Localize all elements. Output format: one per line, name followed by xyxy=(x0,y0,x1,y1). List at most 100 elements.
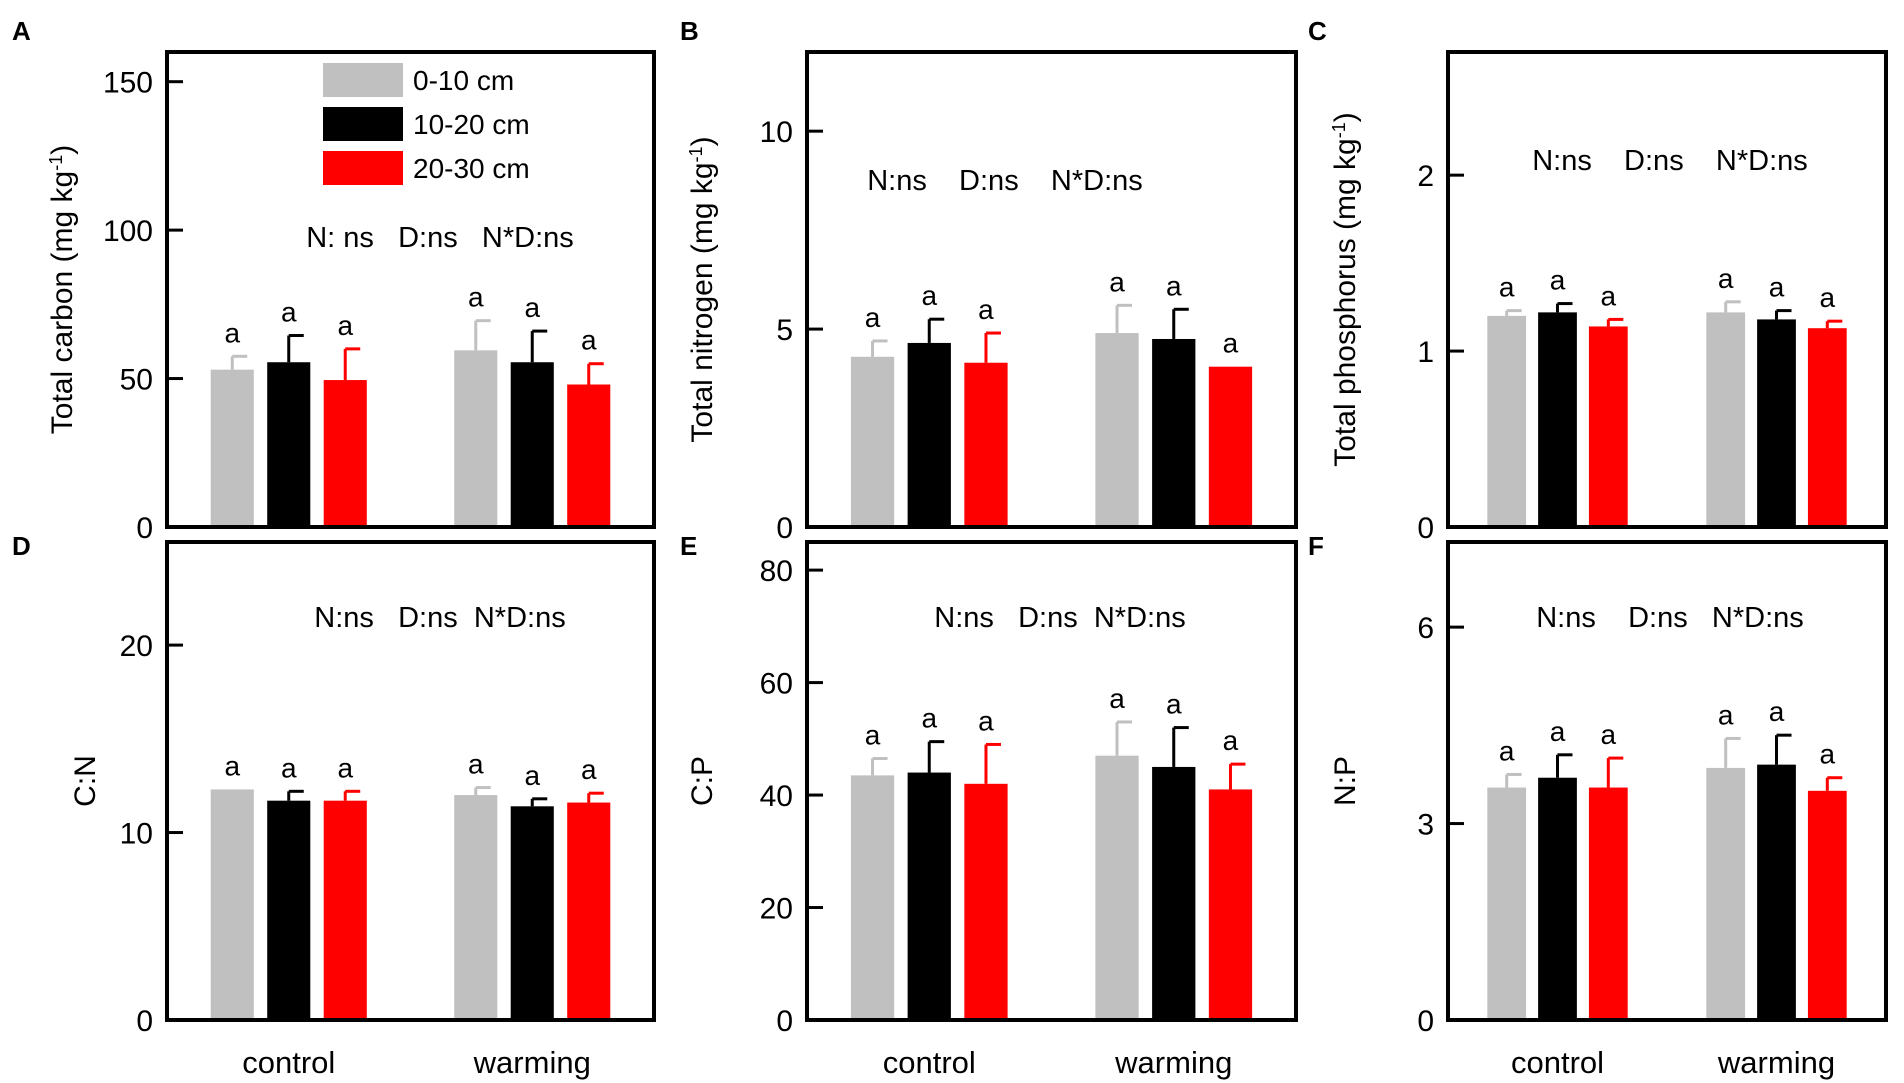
bar-warming-20-30cm xyxy=(1208,366,1253,527)
significance-letter: a xyxy=(1820,739,1836,770)
significance-letter: a xyxy=(224,317,240,348)
panel-letter-a: A xyxy=(12,16,31,46)
x-category-label-warming: warming xyxy=(1717,1045,1835,1080)
plot-frame xyxy=(1446,540,1888,1022)
y-tick-label: 60 xyxy=(760,668,793,701)
y-axis-label-suffix: ) xyxy=(1329,112,1362,122)
significance-letter: a xyxy=(581,754,597,785)
significance-letter: a xyxy=(337,310,353,341)
bar-warming-20-30cm xyxy=(1807,790,1847,1020)
bar-control-20-30cm xyxy=(323,800,367,1020)
significance-letter: a xyxy=(1223,328,1239,359)
significance-letter: a xyxy=(1109,683,1125,714)
plot-frame xyxy=(165,540,656,1022)
panel-letter-c: C xyxy=(1308,16,1327,46)
bar-warming-0-10cm xyxy=(1706,767,1746,1020)
bar-control-20-30cm xyxy=(964,783,1008,1020)
x-category-label-warming: warming xyxy=(1114,1045,1232,1080)
panel-letter-e: E xyxy=(680,531,697,561)
legend-label: 0-10 cm xyxy=(413,65,514,96)
y-axis-label-superscript: -1 xyxy=(46,155,66,171)
bar-control-10-20cm xyxy=(907,772,951,1020)
panel-letter-f: F xyxy=(1308,531,1324,561)
legend-swatch xyxy=(323,151,403,185)
significance-letter: a xyxy=(281,297,297,328)
significance-letter: a xyxy=(224,750,240,781)
bar-control-0-10cm xyxy=(850,356,895,527)
bar-warming-10-20cm xyxy=(1757,764,1796,1020)
y-tick-label: 20 xyxy=(760,893,793,926)
significance-letter: a xyxy=(1601,719,1617,750)
panel-f: F 0 3 6 N:P a a a control a a a warming N:ns D:ns N*D… xyxy=(1308,531,1888,1080)
significance-letter: a xyxy=(524,760,540,791)
significance-letter: a xyxy=(1499,735,1515,766)
bar-control-10-20cm xyxy=(907,342,951,527)
y-axis-label-suffix: ) xyxy=(686,136,719,146)
y-tick-label: 3 xyxy=(1417,809,1434,842)
bar-warming-0-10cm xyxy=(1706,312,1746,527)
plot-frame xyxy=(165,50,656,529)
bar-warming-0-10cm xyxy=(1095,333,1139,527)
bar-warming-10-20cm xyxy=(1757,319,1796,527)
bar-warming-0-10cm xyxy=(1095,755,1139,1020)
bar-control-10-20cm xyxy=(1538,312,1577,527)
y-tick-label: 2 xyxy=(1417,160,1434,193)
x-category-label-control: control xyxy=(1511,1045,1604,1080)
significance-letter: a xyxy=(1769,272,1785,303)
y-tick-label: 100 xyxy=(103,215,153,248)
y-tick-label: 0 xyxy=(776,512,793,545)
y-tick-label: 80 xyxy=(760,555,793,588)
significance-letter: a xyxy=(1166,270,1182,301)
y-axis-label-d: C:N xyxy=(69,755,102,807)
significance-letter: a xyxy=(1223,725,1239,756)
y-tick-label: 10 xyxy=(760,116,793,149)
significance-letter: a xyxy=(865,720,881,751)
bar-control-10-20cm xyxy=(1538,777,1577,1020)
x-category-label-control: control xyxy=(883,1045,976,1080)
significance-letter: a xyxy=(921,280,937,311)
significance-letter: a xyxy=(337,752,353,783)
stats-label: N:ns D:ns N*D:ns xyxy=(1536,602,1804,634)
significance-letter: a xyxy=(978,294,994,325)
y-axis-label-b: Total nitrogen (mg kg-1) xyxy=(686,136,719,442)
significance-letter: a xyxy=(1550,716,1566,747)
bar-control-20-30cm xyxy=(964,362,1008,527)
significance-letter: a xyxy=(468,749,484,780)
y-tick-label: 40 xyxy=(760,780,793,813)
panel-a: A 0 50 100 150 Total carbon (mg kg-1) a a a a a a N:… xyxy=(12,16,656,545)
bar-warming-10-20cm xyxy=(510,806,554,1020)
bar-control-20-30cm xyxy=(1588,326,1628,527)
legend: 0-10 cm 10-20 cm 20-30 cm xyxy=(323,63,530,185)
stats-label: N: ns D:ns N*D:ns xyxy=(306,222,574,254)
y-axis-label-c: Total phosphorus (mg kg-1) xyxy=(1329,112,1362,467)
bar-control-10-20cm xyxy=(267,800,311,1020)
y-tick-label: 150 xyxy=(103,67,153,100)
plot-frame xyxy=(1446,50,1888,529)
significance-letter: a xyxy=(468,282,484,313)
panel-d: D 0 10 20 C:N a a a control a a a warming N:ns D:ns N… xyxy=(12,531,656,1080)
y-tick-label: 20 xyxy=(120,630,153,663)
plot-frame xyxy=(805,540,1298,1022)
significance-letter: a xyxy=(1718,263,1734,294)
y-tick-label: 0 xyxy=(776,1005,793,1038)
bar-control-20-30cm xyxy=(323,380,367,527)
y-tick-label: 0 xyxy=(136,1005,153,1038)
significance-letter: a xyxy=(1601,280,1617,311)
bar-control-0-10cm xyxy=(1487,787,1527,1020)
bar-warming-0-10cm xyxy=(454,350,498,527)
bar-warming-10-20cm xyxy=(510,362,554,527)
x-category-label-control: control xyxy=(242,1045,335,1080)
y-axis-label-e: C:P xyxy=(686,756,719,806)
panel-b: B 0 5 10 Total nitrogen (mg kg-1) a a a a a a N:ns … xyxy=(680,16,1298,545)
significance-letter: a xyxy=(1166,689,1182,720)
stats-label: N:ns D:ns N*D:ns xyxy=(867,165,1143,197)
plot-frame xyxy=(805,50,1298,529)
significance-letter: a xyxy=(865,302,881,333)
legend-label: 20-30 cm xyxy=(413,153,530,184)
y-tick-label: 1 xyxy=(1417,336,1434,369)
y-axis-label-a: Total carbon (mg kg-1) xyxy=(46,145,79,434)
bar-control-0-10cm xyxy=(850,775,895,1020)
bar-warming-20-30cm xyxy=(567,384,611,527)
y-tick-label: 6 xyxy=(1417,612,1434,645)
y-axis-label-suffix: ) xyxy=(46,145,79,155)
